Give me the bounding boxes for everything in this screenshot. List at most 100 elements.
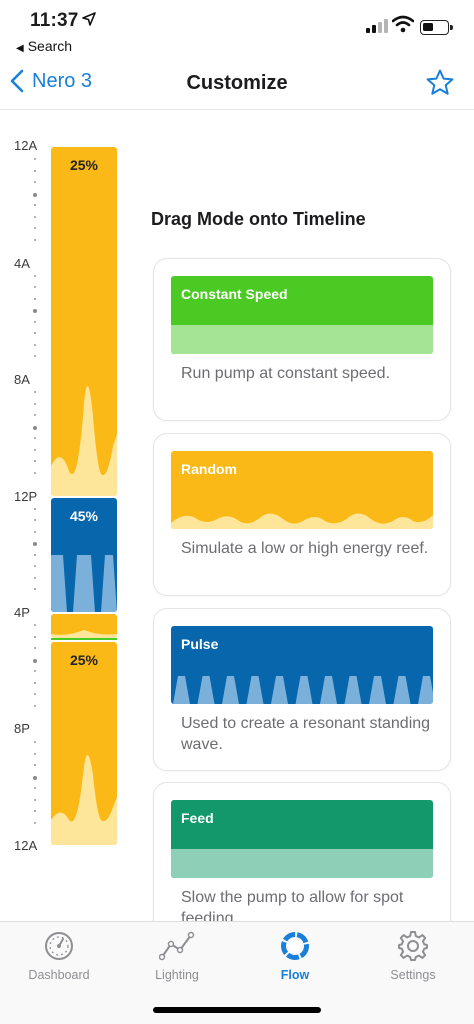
- timeline-dot: [34, 274, 36, 277]
- navigation-bar: Nero 3 Customize: [0, 58, 474, 110]
- back-app-label: Search: [27, 38, 73, 54]
- timeline-dot: [34, 460, 36, 463]
- tab-dashboard[interactable]: Dashboard: [0, 930, 118, 982]
- back-to-app-link[interactable]: ◀ Search: [16, 38, 72, 54]
- timeline-dot: [34, 624, 36, 627]
- tab-label: Flow: [280, 968, 310, 982]
- timeline-dot: [34, 343, 36, 346]
- timeline-dot: [33, 192, 37, 197]
- timeline-dot: [34, 332, 36, 335]
- tab-flow[interactable]: Flow: [236, 930, 354, 982]
- timeline-dot: [34, 741, 36, 743]
- timeline-dot: [34, 238, 36, 241]
- back-triangle-icon: ◀: [16, 43, 24, 54]
- random-wave-graphic: [51, 630, 117, 638]
- status-time: 11:37: [30, 10, 79, 31]
- timeline-dot: [34, 670, 36, 673]
- timeline-dot: [34, 471, 36, 474]
- back-button[interactable]: Nero 3: [10, 69, 92, 93]
- timeline-dot: [34, 204, 36, 206]
- mode-swatch: Pulse: [171, 626, 433, 704]
- timeline-dot: [34, 693, 36, 696]
- pulse-wave-graphic: [51, 555, 117, 612]
- gear-icon: [398, 931, 428, 961]
- cellular-signal-icon: [366, 19, 388, 33]
- block-percentage: 45%: [69, 508, 99, 524]
- timeline-dot: [33, 775, 37, 780]
- timeline-dot: [34, 798, 36, 801]
- timeline-dot: [34, 158, 36, 160]
- block-percentage: 25%: [69, 157, 99, 173]
- favorite-star-icon[interactable]: [425, 68, 455, 98]
- timeline-block-random-small[interactable]: [51, 614, 117, 638]
- mode-swatch: Random: [171, 451, 433, 529]
- home-indicator: [153, 1007, 321, 1013]
- battery-icon: [420, 20, 453, 35]
- tab-label: Lighting: [155, 968, 199, 982]
- timeline-dot: [34, 588, 36, 591]
- timeline-dot: [34, 704, 36, 707]
- tick-label: 8A: [14, 372, 30, 387]
- block-percentage: 25%: [69, 652, 99, 668]
- tick-label: 12P: [14, 489, 38, 504]
- line-chart-icon: [159, 931, 195, 961]
- wifi-icon: [392, 15, 414, 33]
- timeline-dot: [33, 542, 37, 547]
- timeline-dot: [34, 391, 36, 394]
- timeline-block-random[interactable]: 25%: [51, 642, 117, 845]
- timeline-dot: [34, 227, 36, 229]
- timeline-dot: [34, 507, 36, 510]
- timeline-dot: [34, 297, 36, 300]
- timeline-dot: [34, 215, 36, 218]
- location-arrow-icon: [82, 12, 96, 26]
- mode-swatch: Feed: [171, 800, 433, 878]
- timeline-dot: [34, 414, 36, 417]
- timeline-dot: [33, 309, 37, 314]
- random-wave-graphic: [51, 755, 117, 845]
- mode-card-constant-speed[interactable]: Constant Speed Run pump at constant spee…: [153, 258, 451, 421]
- tab-bar: Dashboard Lighting Flow Settings: [0, 921, 474, 1024]
- timeline-dot: [34, 576, 36, 579]
- timeline-dot: [34, 821, 36, 824]
- mode-card-random[interactable]: Random Simulate a low or high energy ree…: [153, 433, 451, 596]
- random-wave-graphic: [51, 386, 117, 496]
- timeline-dot: [34, 448, 36, 451]
- timeline-dot: [34, 320, 36, 323]
- tab-label: Settings: [390, 968, 436, 982]
- mode-description: Simulate a low or high energy reef.: [181, 540, 429, 557]
- mode-card-feed[interactable]: Feed Slow the pump to allow for spot fee…: [153, 782, 451, 945]
- mode-card-pulse[interactable]: Pulse Used to create a resonant standing…: [153, 608, 451, 771]
- mode-name: Constant Speed: [181, 286, 288, 302]
- timeline-dot: [34, 286, 36, 289]
- mode-description: Run pump at constant speed.: [181, 365, 391, 382]
- tick-label: 8P: [14, 721, 30, 736]
- timeline-dot: [34, 810, 36, 812]
- timeline-dot: [33, 658, 37, 663]
- tick-label: 4P: [14, 605, 30, 620]
- tab-settings[interactable]: Settings: [354, 930, 472, 982]
- timeline-dot: [34, 519, 36, 522]
- flow-ring-icon: [281, 932, 309, 960]
- mode-swatch: Constant Speed: [171, 276, 433, 354]
- chevron-left-icon: [10, 69, 24, 93]
- tick-label: 12A: [14, 838, 38, 853]
- timeline-dot: [34, 402, 36, 405]
- timeline-block-random[interactable]: 25%: [51, 147, 117, 496]
- timeline-dot: [34, 530, 36, 533]
- timeline-dot: [34, 787, 36, 789]
- status-bar: 11:37 ◀ Search: [0, 0, 474, 56]
- timeline-dot: [34, 181, 36, 183]
- tab-lighting[interactable]: Lighting: [118, 930, 236, 982]
- timeline-dot: [34, 437, 36, 440]
- back-button-label: Nero 3: [32, 69, 93, 92]
- timeline-dot: [34, 647, 36, 650]
- mode-name: Pulse: [181, 636, 219, 652]
- timeline-block-pulse[interactable]: 45%: [51, 498, 117, 612]
- tab-label: Dashboard: [28, 968, 90, 982]
- gauge-icon: [45, 932, 73, 960]
- mode-name: Random: [181, 461, 237, 477]
- timeline-dot: [34, 681, 36, 684]
- pulse-wave-graphic: [173, 676, 433, 704]
- timeline-dot: [34, 169, 36, 172]
- timeline-dot: [34, 355, 36, 358]
